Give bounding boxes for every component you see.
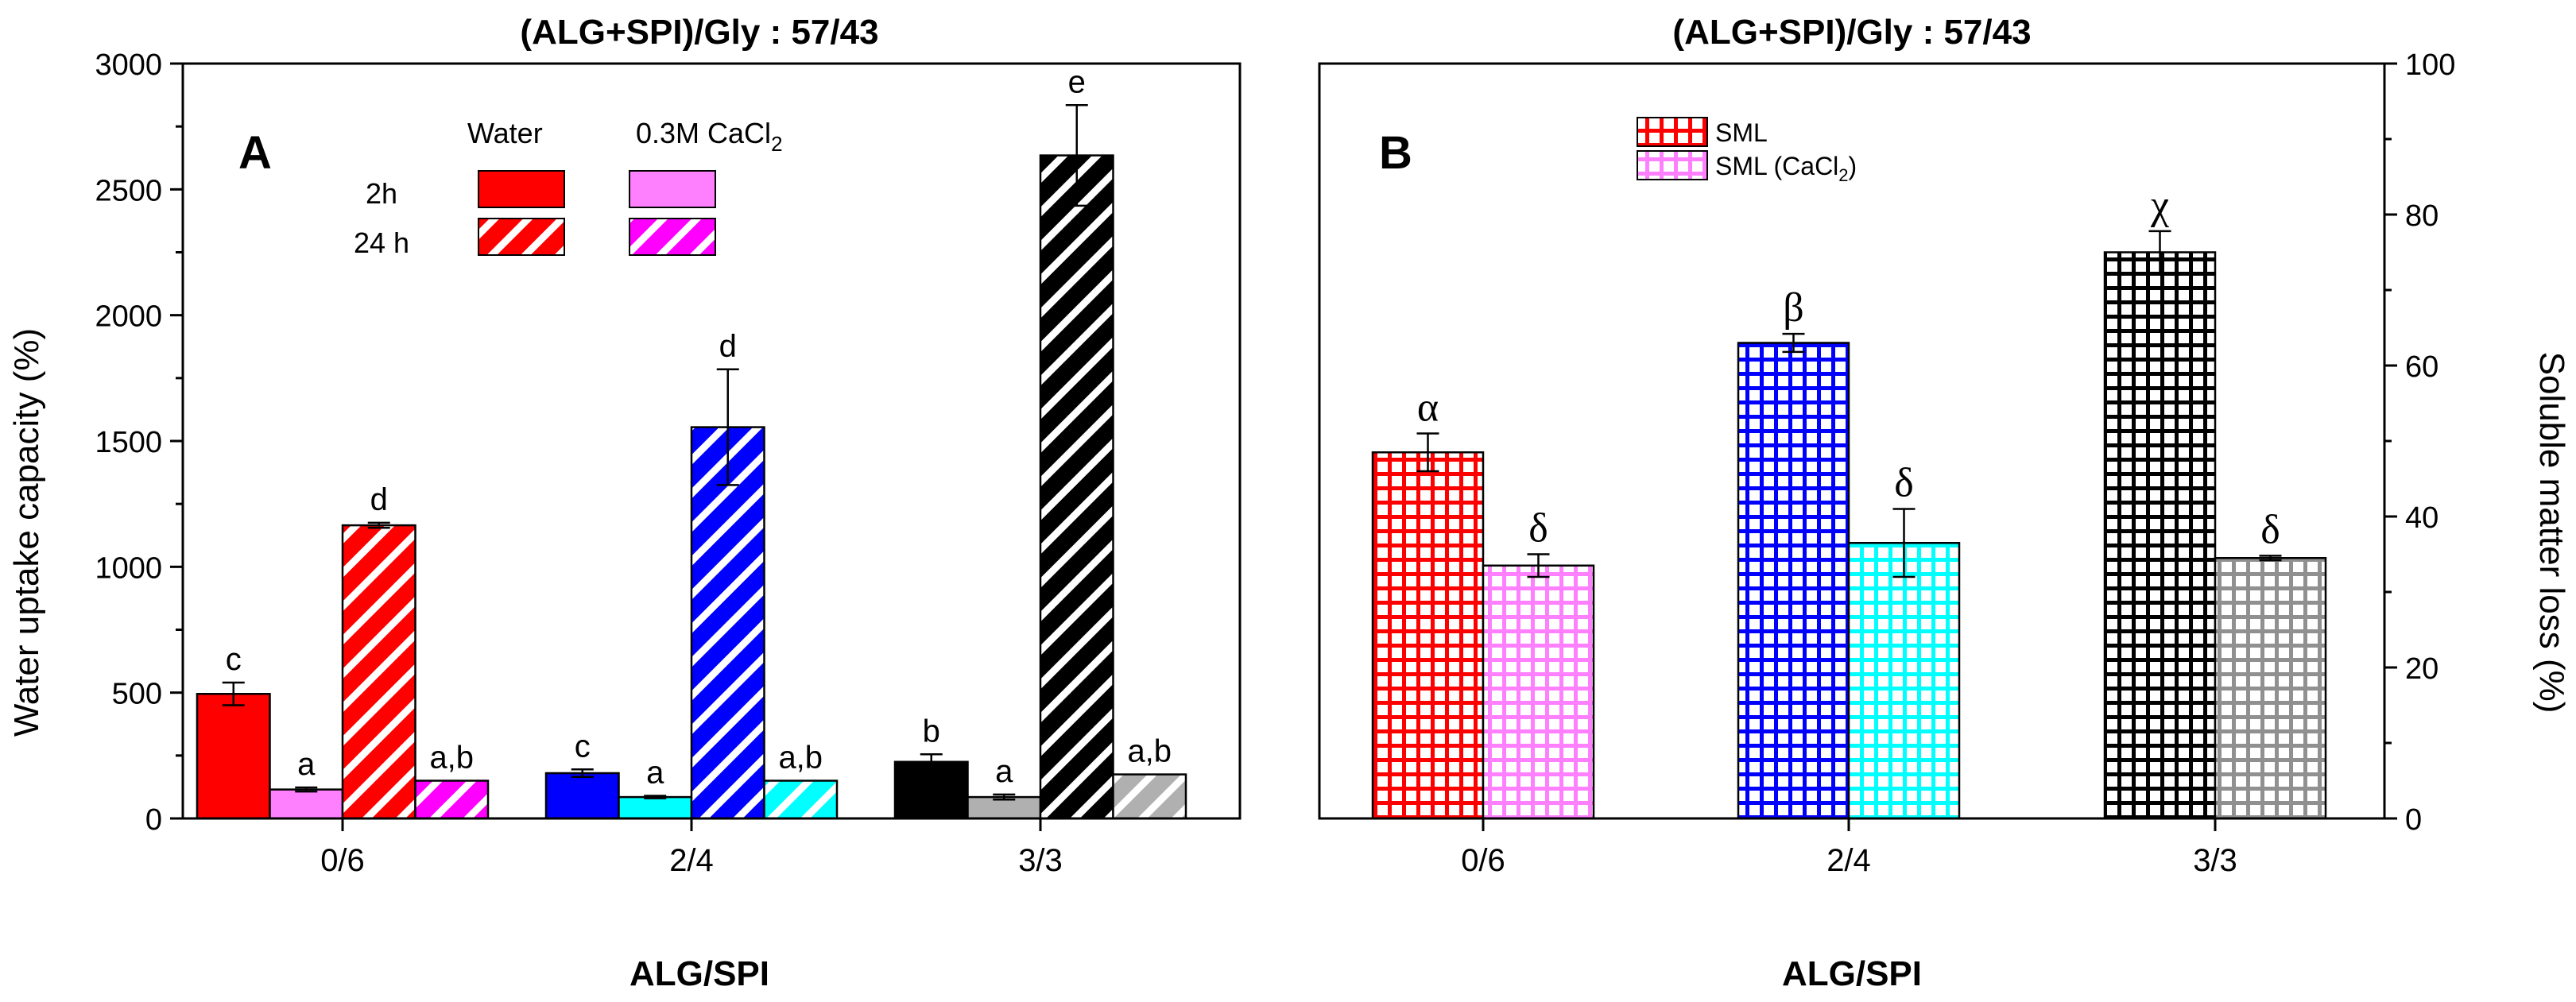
legend-swatch-water-2h xyxy=(478,170,565,208)
significance-letter: α xyxy=(1417,385,1439,431)
y-tick-label: 60 xyxy=(2405,350,2438,384)
significance-letter: b xyxy=(923,714,940,749)
bar-0-3m-cacl2-2h-2-4 xyxy=(618,795,693,820)
legend-swatch-water-24h xyxy=(478,218,565,256)
panel-a-chart: (ALG+SPI)/Gly : 57/43 A Water uptake cap… xyxy=(7,13,1242,993)
bar-water-24-h-0-6 xyxy=(341,524,416,820)
significance-letter: a,b xyxy=(1127,734,1172,769)
bar-water-2h-0-6 xyxy=(196,693,271,820)
legend-row-24h: 24 h xyxy=(354,226,409,259)
legend-swatch-sml-cacl2 xyxy=(1637,150,1708,180)
significance-letter: β xyxy=(1783,285,1803,331)
legend-header-water: Water xyxy=(467,117,543,149)
bar-sml-cacl2-0-6 xyxy=(1482,564,1595,820)
bar-water-24-h-2-4 xyxy=(690,426,765,820)
panel-b-marks: α β χ δ δ δ xyxy=(1371,183,2327,820)
panel-b-label: B xyxy=(1379,127,1412,179)
bar-0-3m-cacl2-2h-3-3 xyxy=(966,795,1042,820)
panel-a-y-axis-label: Water uptake capacity (%) xyxy=(7,328,46,737)
bar-0-3m-cacl2-24-h-3-3 xyxy=(1112,773,1187,820)
x-tick-label: 3/3 xyxy=(2193,843,2237,878)
panel-a-title: (ALG+SPI)/Gly : 57/43 xyxy=(520,13,878,52)
significance-letter: e xyxy=(1068,64,1086,99)
bar-sml-cacl2-3-3 xyxy=(2214,557,2327,820)
panel-a-marks: c c b a a a d d e a,b a,b a,b xyxy=(196,64,1187,820)
significance-letter: a xyxy=(646,756,664,791)
x-tick-label: 0/6 xyxy=(1461,843,1505,878)
legend-swatch-sml xyxy=(1637,117,1708,147)
significance-letter: a xyxy=(995,754,1013,789)
legend-swatch-cacl2-2h xyxy=(629,170,716,208)
legend-row-2h: 2h xyxy=(366,177,397,210)
y-tick-label: 2000 xyxy=(95,300,162,334)
y-tick-label: 0 xyxy=(145,803,162,837)
bar-sml-0-6 xyxy=(1371,451,1485,820)
significance-letter: δ xyxy=(2260,507,2280,552)
y-tick-label: 1000 xyxy=(95,551,162,585)
y-tick-label: 1500 xyxy=(95,426,162,459)
bar-water-24-h-3-3 xyxy=(1039,154,1114,820)
significance-letter: d xyxy=(370,482,388,517)
y-tick-label: 80 xyxy=(2405,199,2438,233)
significance-letter: δ xyxy=(1528,506,1548,551)
legend-swatch-cacl2-24h xyxy=(629,218,716,256)
legend-header-cacl2: 0.3M CaCl2 xyxy=(636,117,783,156)
legend-label-sml-cacl2: SML (CaCl2) xyxy=(1715,152,1857,185)
significance-letter: c xyxy=(575,729,591,764)
panel-a-legend: Water 0.3M CaCl2 2h 24 h xyxy=(354,117,783,259)
panel-b-chart: (ALG+SPI)/Gly : 57/43 B Soluble matter l… xyxy=(1318,13,2571,993)
bar-sml-2-4 xyxy=(1737,342,1850,820)
significance-letter: a,b xyxy=(778,741,823,776)
bar-sml-cacl2-2-4 xyxy=(1847,542,1961,820)
legend-label-sml: SML xyxy=(1715,118,1768,147)
bar-sml-3-3 xyxy=(2103,251,2217,820)
y-tick-label: 0 xyxy=(2405,803,2422,837)
panel-b-legend: SML SML (CaCl2) xyxy=(1637,117,1857,185)
y-tick-label: 2500 xyxy=(95,174,162,207)
significance-letter: d xyxy=(719,329,737,364)
significance-letter: c xyxy=(226,642,242,677)
panel-b-x-axis-label: ALG/SPI xyxy=(1782,954,1922,993)
y-tick-label: 500 xyxy=(112,678,162,711)
panel-b-y-axis-label: Soluble matter loss (%) xyxy=(2532,352,2571,714)
x-tick-label: 2/4 xyxy=(1826,843,1871,878)
bar-0-3m-cacl2-2h-0-6 xyxy=(269,788,344,820)
panel-a-axes: 0 500 1000 1500 2000 2500 3000 0/6 2/4 3/3 xyxy=(95,48,1242,878)
significance-letter: a,b xyxy=(429,741,474,776)
y-tick-label: 100 xyxy=(2405,48,2455,82)
bar-water-2h-2-4 xyxy=(544,772,620,820)
panel-b-axes: 0 20 40 60 80 100 0/6 2/4 3/3 xyxy=(1318,48,2455,878)
bar-0-3m-cacl2-24-h-2-4 xyxy=(763,780,839,820)
y-tick-label: 3000 xyxy=(95,48,162,82)
panel-b-title: (ALG+SPI)/Gly : 57/43 xyxy=(1672,13,2031,52)
bar-0-3m-cacl2-24-h-0-6 xyxy=(414,780,490,820)
panel-a-label: A xyxy=(238,127,272,179)
y-tick-label: 20 xyxy=(2405,652,2438,686)
significance-letter: χ xyxy=(2150,183,2169,228)
x-tick-label: 0/6 xyxy=(320,843,365,878)
significance-letter: a xyxy=(297,747,316,782)
y-tick-label: 40 xyxy=(2405,501,2438,535)
panel-a-x-axis-label: ALG/SPI xyxy=(629,954,769,993)
x-tick-label: 3/3 xyxy=(1018,843,1063,878)
x-tick-label: 2/4 xyxy=(669,843,714,878)
significance-letter: δ xyxy=(1894,461,1914,506)
